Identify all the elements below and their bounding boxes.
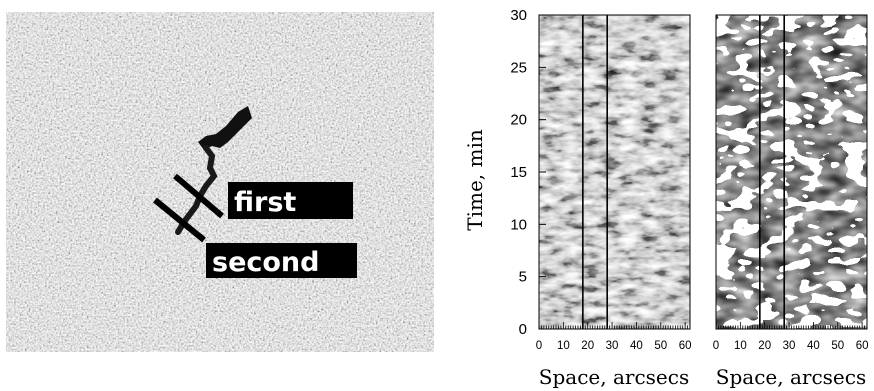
- y-tick-label: 25: [510, 59, 527, 76]
- slit-label-second: second: [212, 247, 320, 278]
- heatmap-intensity: [539, 15, 690, 329]
- x-tick-label: 40: [630, 340, 643, 352]
- y-tick-label: 20: [510, 112, 527, 129]
- slit-label-first: first: [234, 187, 296, 218]
- time-space-diagram-intensity: 0 10 20 30 40 50 60 0 5 10 15 20 25 30 Time, min Spac…: [463, 7, 692, 389]
- x-tick-label: 60: [679, 340, 692, 352]
- y-tick-label: 0: [519, 321, 527, 338]
- solar-image-panel: first second: [6, 12, 434, 352]
- y-tick-label: 30: [510, 7, 527, 24]
- x-tick-label: 20: [581, 340, 594, 352]
- x-tick-label: 20: [758, 340, 771, 352]
- y-tick-label: 5: [519, 269, 527, 286]
- y-axis-label: Time, min: [463, 129, 487, 231]
- x-tick-label: 40: [807, 340, 820, 352]
- heatmap-filtered: [716, 15, 867, 329]
- y-tick-label: 10: [510, 216, 527, 233]
- x-axis-label: Space, arcsecs: [539, 365, 689, 389]
- slit-line-second: [153, 197, 206, 243]
- x-tick-label: 10: [734, 340, 747, 352]
- label-box-second: [206, 243, 357, 278]
- x-tick-label: 60: [856, 340, 869, 352]
- solar-magnetogram-image: [6, 12, 434, 352]
- dark-feature-blob: [198, 106, 252, 150]
- slit-line-first: [173, 173, 224, 219]
- x-tick-label: 30: [606, 340, 619, 352]
- x-tick-label: 0: [713, 340, 719, 352]
- x-tick-label: 50: [831, 340, 844, 352]
- time-space-diagram-filtered: 0 10 20 30 40 50 60 Space, arcsecs: [713, 14, 869, 389]
- x-tick-label: 10: [557, 340, 570, 352]
- x-tick-label: 30: [783, 340, 796, 352]
- label-box-first: [228, 182, 353, 219]
- y-tick-label: 15: [510, 164, 527, 181]
- dark-feature-trail: [175, 145, 218, 235]
- x-axis-label: Space, arcsecs: [716, 365, 866, 389]
- x-tick-label: 50: [654, 340, 667, 352]
- x-tick-label: 0: [536, 340, 542, 352]
